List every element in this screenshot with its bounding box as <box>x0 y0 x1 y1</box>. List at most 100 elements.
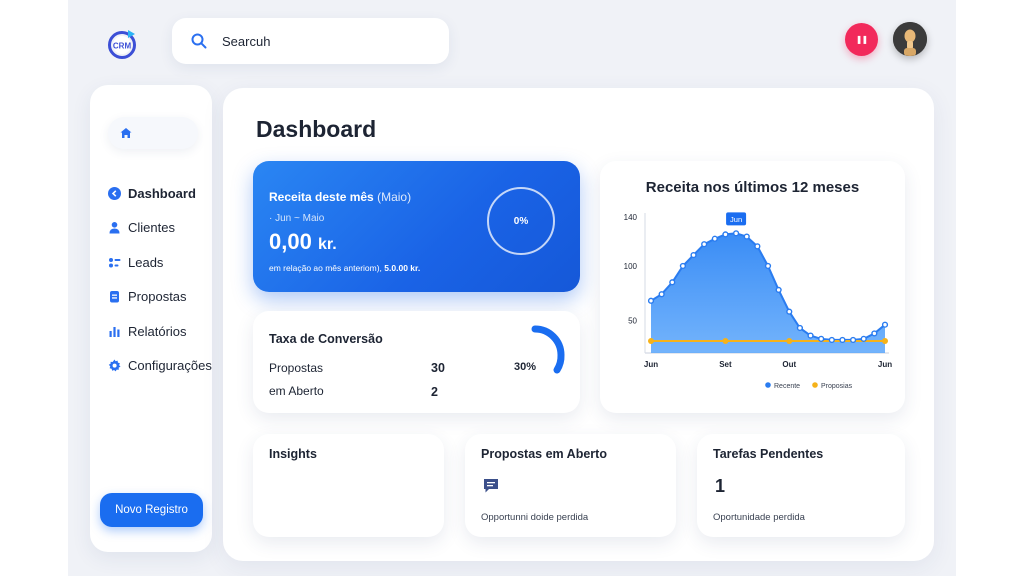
page-title: Dashboard <box>256 116 377 142</box>
x-tick-label: Out <box>782 360 796 369</box>
sidebar-item-propostas[interactable]: Propostas <box>108 280 212 315</box>
series-recente-point <box>839 336 846 344</box>
series-recente-point <box>722 231 729 238</box>
series-recente-point <box>807 332 814 339</box>
series-recente-point <box>711 235 718 242</box>
revenue-progress-ring <box>487 187 555 255</box>
series-recente-point <box>647 297 655 304</box>
search-input[interactable] <box>222 33 422 49</box>
revenue-amount: 0,00 <box>269 229 312 254</box>
home-icon <box>120 128 132 138</box>
series-recente-point <box>658 291 665 298</box>
bar-chart-icon <box>109 326 120 337</box>
conversion-label-proposals: Propostas <box>269 361 324 375</box>
search-icon <box>191 33 207 49</box>
x-tick-label: Jun <box>878 360 892 369</box>
legend-label: Recente <box>774 383 800 390</box>
revenue-note-text: em relação ao mês anteriom), <box>269 263 382 273</box>
series-recente-point <box>796 324 804 332</box>
home-button[interactable] <box>108 117 198 149</box>
series-recente-point <box>818 335 825 342</box>
crm-logo: CRM <box>108 30 136 59</box>
search-bar[interactable] <box>172 18 449 64</box>
new-record-button[interactable]: Novo Registro <box>100 493 203 527</box>
crm-logo-text: CRM <box>113 42 132 51</box>
conversion-card[interactable]: Taxa de Conversão Propostas 30 em Aberto… <box>253 311 580 413</box>
pending-tasks-count: 1 <box>715 476 726 496</box>
series-recente-point <box>871 330 878 337</box>
sidebar-nav: Dashboard Clientes Leads Prop <box>108 176 212 383</box>
series-recente-point <box>775 286 782 293</box>
conversion-percent: 30% <box>514 361 537 373</box>
sidebar: Dashboard Clientes Leads Prop <box>90 85 212 552</box>
insights-title: Insights <box>269 447 317 461</box>
document-icon <box>110 291 119 303</box>
conversion-title: Taxa de Conversão <box>269 332 383 346</box>
revenue-chart-card: Receita nos últimos 12 meses 50 100 140 Jun… <box>600 161 905 413</box>
revenue-title: Receita deste mês (Maio) <box>269 190 411 204</box>
leads-icon <box>109 257 121 268</box>
series-proposias-point <box>648 338 654 345</box>
revenue-value: 0,00 kr. <box>269 229 337 255</box>
chart-tooltip-label: Jun <box>730 215 742 224</box>
sidebar-item-label: Dashboard <box>128 185 196 201</box>
revenue-unit: kr. <box>317 236 337 253</box>
revenue-chart[interactable]: 50 100 140 Jun Jun Set Out Jun Recente Proposias <box>600 161 905 413</box>
open-proposals-card[interactable]: Propostas em Aberto Opportunni doide per… <box>465 434 676 537</box>
sidebar-item-clientes[interactable]: Clientes <box>108 211 212 246</box>
pending-tasks-card[interactable]: Tarefas Pendentes 1 Oportunidade perdida <box>697 434 905 537</box>
x-tick-label: Set <box>719 360 732 369</box>
sidebar-item-leads[interactable]: Leads <box>108 245 212 280</box>
series-recente-point <box>690 251 697 259</box>
series-proposias-point <box>722 338 729 345</box>
chart-tooltip-box <box>726 212 747 226</box>
series-recente-point <box>849 336 857 344</box>
series-recente-point <box>860 335 867 342</box>
user-icon <box>109 222 120 234</box>
pause-icon: ❚❚ <box>855 35 868 44</box>
revenue-title-month: (Maio) <box>377 190 412 204</box>
series-recente-point <box>743 233 750 240</box>
series-recente-point <box>679 262 687 270</box>
revenue-progress-label: 0% <box>513 215 529 227</box>
series-recente-point <box>881 321 889 328</box>
sidebar-item-label: Clientes <box>128 220 175 236</box>
sidebar-item-label: Leads <box>128 254 164 270</box>
avatar-image <box>893 22 927 56</box>
conversion-label-open: em Aberto <box>269 384 324 398</box>
pause-button[interactable]: ❚❚ <box>845 23 878 56</box>
arrow-left-circle-icon <box>108 186 121 200</box>
avatar[interactable] <box>893 22 927 56</box>
series-proposias-point <box>786 338 793 345</box>
revenue-title-text: Receita deste mês <box>269 190 374 204</box>
gear-icon <box>108 359 121 372</box>
series-recente-point <box>764 262 772 270</box>
series-recente-point <box>828 336 835 344</box>
sidebar-item-configuracoes[interactable]: Configurações <box>108 349 212 384</box>
legend-marker <box>765 382 771 388</box>
series-recente-point <box>786 308 793 315</box>
open-proposals-subtitle: Opportunni doide perdida <box>481 512 589 523</box>
message-icon <box>484 479 498 493</box>
y-tick-label: 100 <box>624 262 638 271</box>
revenue-range: · Jun ~ Maio <box>269 213 325 224</box>
revenue-note: em relação ao mês anteriom), 5.0.00 kr. <box>269 263 420 273</box>
sidebar-item-label: Relatórios <box>128 323 187 339</box>
legend-label: Proposias <box>821 383 853 390</box>
pending-tasks-title: Tarefas Pendentes <box>713 447 824 461</box>
sidebar-item-dashboard[interactable]: Dashboard <box>108 176 212 211</box>
series-recente-point <box>669 279 676 286</box>
y-tick-label: 140 <box>624 213 638 222</box>
revenue-card[interactable]: Receita deste mês (Maio) · Jun ~ Maio 0,… <box>253 161 580 292</box>
sidebar-item-relatorios[interactable]: Relatórios <box>108 314 212 349</box>
chart-title: Receita nos últimos 12 meses <box>645 179 860 196</box>
revenue-note-value: 5.0.00 kr. <box>384 263 421 273</box>
series-recente-area <box>651 233 885 353</box>
legend-marker <box>812 382 818 388</box>
conversion-arc <box>531 325 565 374</box>
y-tick-label: 50 <box>628 316 637 325</box>
x-tick-label: Jun <box>644 360 658 369</box>
open-proposals-title: Propostas em Aberto <box>481 447 607 461</box>
insights-card[interactable]: Insights <box>253 434 444 537</box>
conversion-value-open: 2 <box>431 385 438 399</box>
